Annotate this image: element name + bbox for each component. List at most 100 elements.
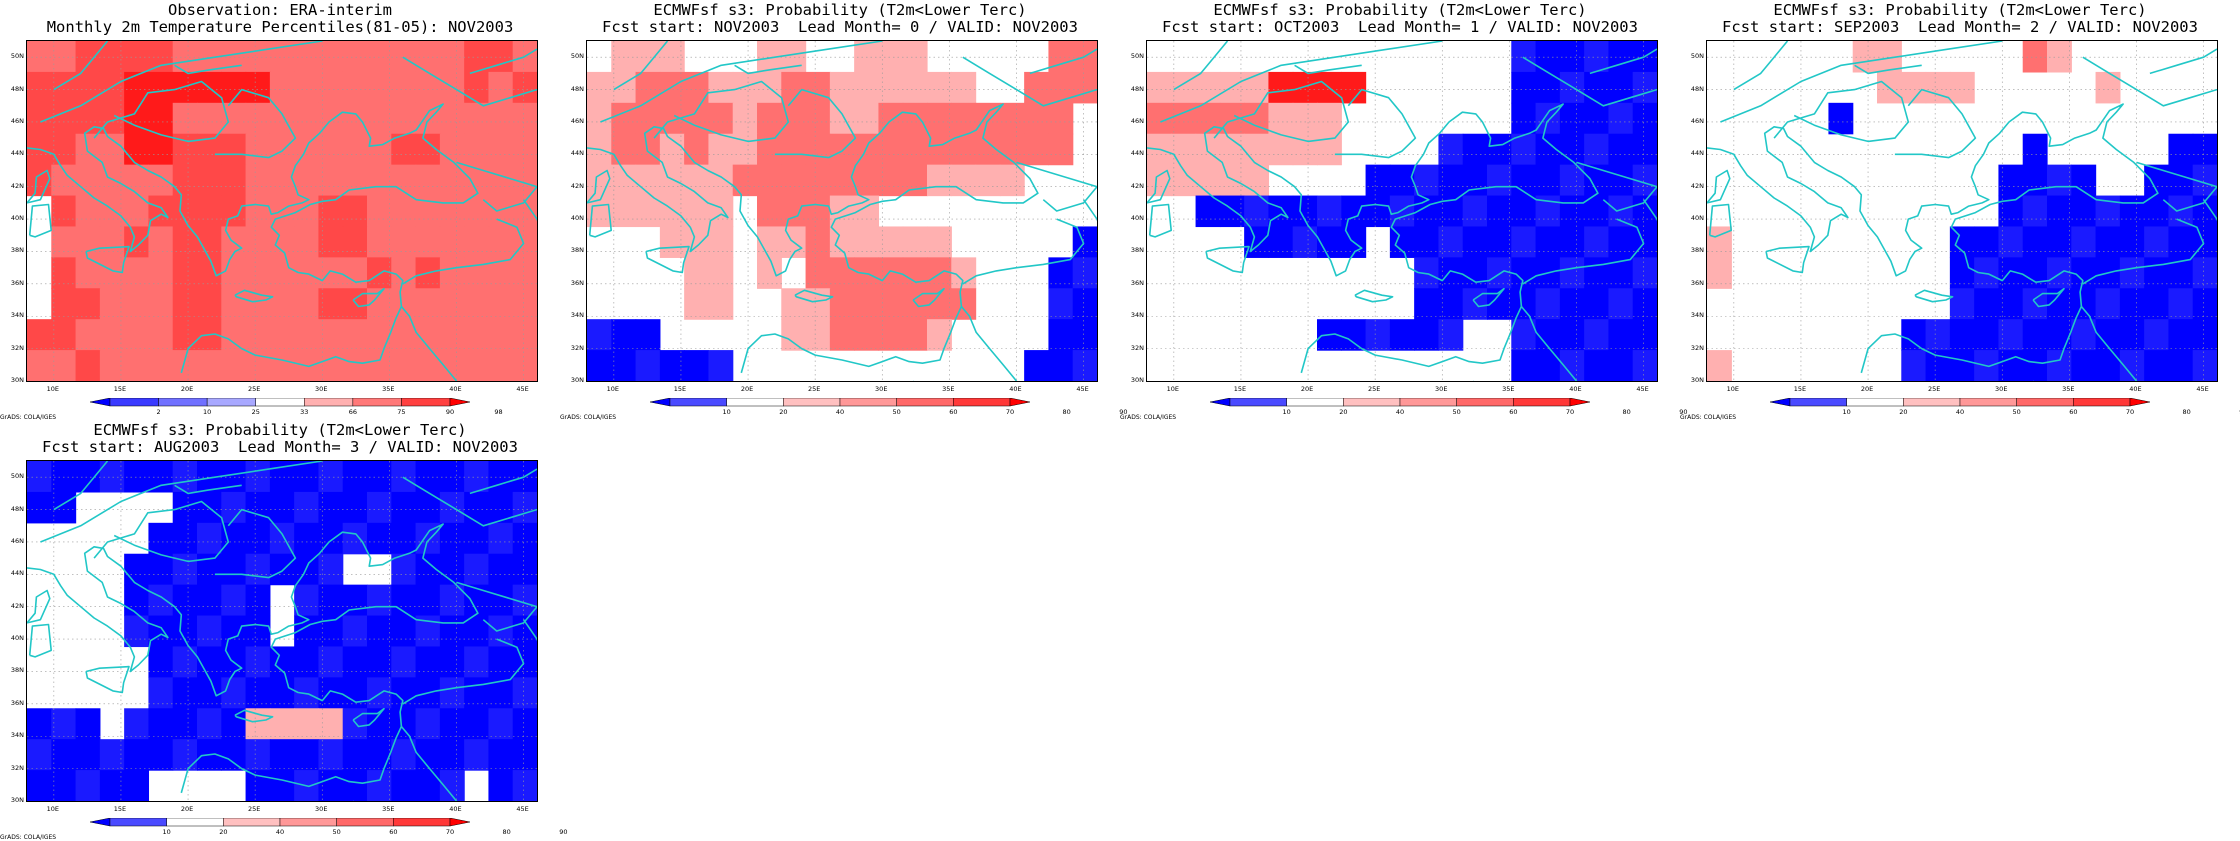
grid-cell <box>51 226 77 258</box>
lat-tick-label: 30N <box>1130 376 1144 384</box>
map-canvas <box>27 41 537 381</box>
grid-cell <box>415 646 441 678</box>
grid-cell <box>464 646 490 678</box>
grid-cell <box>878 41 904 73</box>
coastline <box>653 80 790 143</box>
grid-cell <box>2047 164 2072 197</box>
grid-cell <box>51 195 77 228</box>
grid-cell <box>488 133 514 166</box>
coastline <box>27 169 51 204</box>
grid-cell <box>197 522 222 555</box>
grid-cell <box>391 71 417 104</box>
grid-cell <box>1632 257 1657 289</box>
grid-cell <box>75 41 101 73</box>
grid-cell <box>2022 319 2048 351</box>
lat-tick-label: 32N <box>570 343 584 352</box>
grid-cell <box>99 195 125 228</box>
grid-cell <box>1998 164 2024 197</box>
grid-cell <box>2144 350 2170 381</box>
grid-cell <box>927 164 952 197</box>
grid-cell <box>1438 319 1464 351</box>
lon-tick-label: 15E <box>1793 385 1807 393</box>
grid-cell <box>342 41 368 73</box>
grid-cell <box>75 164 101 197</box>
coastline <box>1708 203 1733 238</box>
grid-cell <box>951 288 977 320</box>
coastline <box>1914 289 1954 303</box>
grid-cell <box>1511 195 1537 228</box>
grid-cell <box>659 350 685 381</box>
grid-cell <box>367 226 392 258</box>
grid-cell <box>464 288 490 320</box>
grads-credit: GrADS: COLA/IGES <box>0 834 57 841</box>
grid-cell <box>99 71 125 104</box>
grid-cell <box>1949 226 1975 258</box>
grid-cell <box>1608 288 1634 320</box>
grid-cell <box>1707 350 1732 381</box>
coastline <box>522 199 537 222</box>
grid-cell <box>148 257 174 289</box>
grid-cell <box>148 522 174 555</box>
grid-cell <box>318 553 344 586</box>
grid-cell <box>367 195 392 228</box>
lat-tick-label: 44N <box>10 149 24 158</box>
grid-cell <box>1511 226 1537 258</box>
colorbar-swatch <box>1789 398 1847 407</box>
coastline <box>1213 80 1350 143</box>
lat-tick-label: 34N <box>570 311 584 320</box>
grid-cell <box>512 553 537 586</box>
grid-cell <box>367 461 392 493</box>
coastline <box>2082 218 2205 285</box>
grid-cell <box>124 71 150 104</box>
grid-cell <box>51 770 77 801</box>
grid-cell <box>294 522 320 555</box>
grid-cell <box>439 461 465 493</box>
lon-tick-label: 45E <box>516 805 529 813</box>
grid-cell <box>51 461 77 493</box>
grid-cell <box>221 553 247 586</box>
grid-cell <box>708 195 734 228</box>
grid-cell <box>269 770 295 801</box>
grid-cell <box>342 102 368 135</box>
grid-cell <box>1608 350 1634 381</box>
grid-cell <box>2168 164 2194 197</box>
lat-tick-label: 36N <box>570 278 584 287</box>
colorbar-swatch <box>401 398 451 407</box>
coastline <box>1733 41 1789 91</box>
grid-cell <box>2119 288 2145 320</box>
grid-cell <box>245 133 271 166</box>
panel-subtitle: Fcst start: SEP2003 Lead Month= 2 / VALI… <box>1722 18 2198 36</box>
grid-cell <box>684 164 710 197</box>
grid-cell <box>1414 226 1440 258</box>
grid-cell <box>367 584 392 617</box>
colorbar-label: 10 <box>162 828 171 836</box>
grid-cell <box>2168 319 2194 351</box>
grid-cell <box>635 71 661 104</box>
grid-cell <box>172 102 198 135</box>
grid-cell <box>124 553 150 586</box>
lon-tick-label: 20E <box>180 805 194 813</box>
grid-cell <box>1949 319 1975 351</box>
colorbar <box>90 398 470 412</box>
map-canvas <box>27 461 537 801</box>
grid-cell <box>512 491 537 524</box>
map-area <box>26 460 538 802</box>
grid-cell <box>124 164 150 197</box>
coastline <box>1707 169 1731 204</box>
grid-cell <box>172 646 198 678</box>
grid-cell <box>708 133 734 166</box>
grid-cell <box>367 739 392 771</box>
grid-cell <box>464 350 490 381</box>
grid-cell <box>1072 350 1097 381</box>
grid-cell <box>2095 71 2121 104</box>
colorbar-swatch <box>304 398 354 407</box>
grid-cell <box>439 553 465 586</box>
coastline <box>2032 287 2065 308</box>
grid-cell <box>27 164 52 197</box>
grid-cell <box>318 646 344 678</box>
grid-cell <box>318 41 344 73</box>
grid-cell <box>512 319 537 351</box>
grid-cell <box>391 461 417 493</box>
grid-cell <box>464 257 490 289</box>
grid-cell <box>1292 195 1318 228</box>
